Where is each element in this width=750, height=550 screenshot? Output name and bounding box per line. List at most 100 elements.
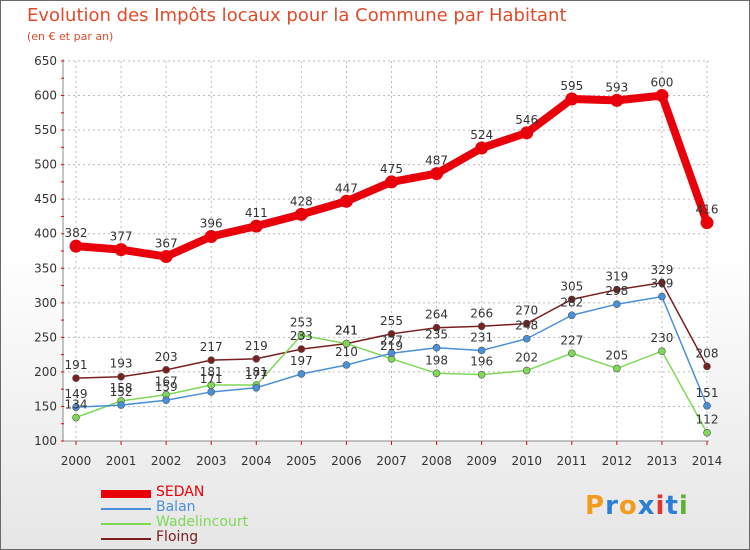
- y-tick-label: 350: [34, 261, 57, 275]
- data-label: 266: [470, 306, 493, 320]
- data-point: [69, 239, 83, 253]
- data-label: 264: [425, 308, 448, 322]
- data-label: 158: [110, 381, 133, 395]
- data-point: [703, 401, 711, 410]
- logo-letter: x: [637, 491, 656, 521]
- data-label: 196: [470, 355, 493, 369]
- data-point: [520, 126, 534, 140]
- data-label: 319: [605, 270, 628, 284]
- data-point: [339, 194, 353, 208]
- x-tick-label: 2002: [151, 454, 182, 468]
- data-label: 411: [245, 206, 268, 220]
- logo-letter: t: [665, 491, 679, 521]
- y-tick-label: 400: [34, 227, 57, 241]
- data-label: 159: [155, 380, 178, 394]
- data-label: 231: [470, 330, 493, 344]
- legend-item: Balan: [101, 499, 301, 516]
- x-tick-label: 2007: [376, 454, 407, 468]
- data-point: [297, 331, 306, 340]
- data-label: 208: [696, 346, 719, 360]
- data-label: 593: [605, 80, 628, 94]
- y-tick-label: 650: [34, 54, 57, 68]
- logo-letter: i: [678, 491, 689, 521]
- y-tick-label: 550: [34, 123, 57, 137]
- data-label: 235: [425, 328, 448, 342]
- data-point: [703, 428, 711, 437]
- data-point: [297, 345, 306, 353]
- data-label: 255: [380, 314, 403, 328]
- data-point: [475, 141, 489, 155]
- x-tick-label: 2003: [196, 454, 227, 468]
- data-point: [387, 349, 396, 358]
- x-tick-label: 2012: [602, 454, 633, 468]
- data-label: 134: [65, 398, 88, 412]
- data-point: [658, 347, 666, 355]
- data-label: 309: [650, 277, 673, 291]
- data-label: 396: [200, 216, 223, 230]
- data-point: [162, 366, 170, 374]
- data-point: [162, 396, 170, 405]
- data-label: 447: [335, 181, 358, 195]
- data-point: [610, 93, 624, 107]
- data-label: 253: [290, 315, 313, 329]
- data-label: 595: [560, 79, 583, 93]
- x-tick-label: 2013: [647, 454, 678, 468]
- data-point: [703, 362, 711, 371]
- data-point: [72, 413, 80, 422]
- data-label: 219: [245, 339, 268, 353]
- y-tick-label: 600: [34, 89, 57, 103]
- data-point: [72, 374, 80, 382]
- data-label: 112: [696, 413, 719, 427]
- data-label: 241: [335, 324, 358, 338]
- data-point: [522, 366, 531, 375]
- data-label: 329: [650, 263, 673, 277]
- legend-item: Floing: [101, 529, 301, 546]
- data-point: [567, 311, 576, 320]
- data-label: 305: [560, 279, 583, 293]
- data-point: [432, 343, 441, 352]
- data-point: [522, 319, 531, 328]
- data-point: [430, 167, 444, 181]
- x-tick-label: 2014: [692, 454, 723, 468]
- data-label: 203: [155, 350, 178, 364]
- data-label: 167: [155, 375, 178, 389]
- logo-letter: r: [605, 491, 619, 521]
- data-label: 177: [245, 368, 268, 382]
- data-label: 219: [380, 339, 403, 353]
- y-tick-label: 250: [34, 330, 57, 344]
- data-point: [477, 370, 486, 379]
- data-point: [117, 372, 125, 381]
- data-point: [294, 207, 308, 221]
- y-tick-label: 500: [34, 158, 57, 172]
- data-label: 248: [515, 319, 538, 333]
- y-tick-label: 100: [34, 434, 57, 448]
- legend: SEDAN Balan Wadelincourt Floing: [101, 484, 301, 546]
- data-point: [613, 300, 621, 309]
- data-label: 524: [470, 128, 493, 142]
- legend-item: Wadelincourt: [101, 514, 301, 531]
- data-label: 181: [245, 365, 268, 379]
- data-point: [567, 349, 576, 358]
- x-tick-label: 2008: [421, 454, 452, 468]
- data-point: [114, 243, 128, 257]
- data-label: 227: [380, 333, 403, 347]
- y-tick-label: 150: [34, 399, 57, 413]
- legend-swatch: [101, 523, 151, 525]
- data-point: [658, 278, 666, 287]
- data-label: 198: [425, 353, 448, 367]
- data-point: [159, 250, 173, 264]
- logo-letter: P: [585, 491, 606, 521]
- data-point: [387, 330, 396, 338]
- data-label: 367: [155, 237, 178, 251]
- data-label: 193: [110, 357, 133, 371]
- chart-subtitle: (en € et par an): [27, 30, 114, 43]
- legend-label: Balan: [156, 499, 196, 515]
- x-tick-label: 2006: [331, 454, 362, 468]
- data-point: [522, 334, 531, 343]
- data-point: [565, 92, 579, 106]
- data-label: 151: [696, 386, 719, 400]
- data-label: 217: [200, 340, 223, 354]
- data-label: 600: [650, 76, 673, 90]
- y-tick-label: 300: [34, 296, 57, 310]
